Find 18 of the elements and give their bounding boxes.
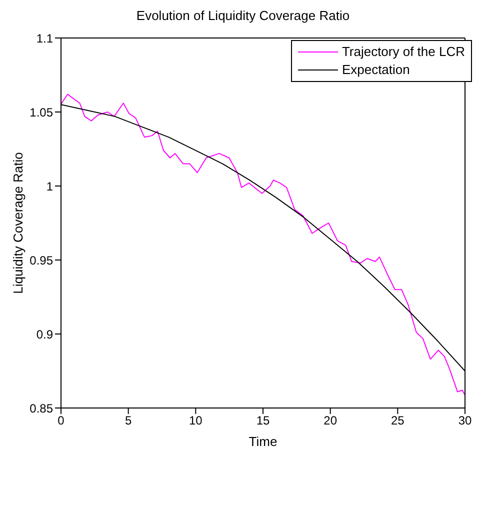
x-tick-label: 5 [124,414,132,428]
x-tick-label: 10 [188,414,203,428]
x-tick-label: 30 [458,414,472,428]
y-tick-label: 1.05 [30,105,54,120]
y-tick-label: 0.85 [30,401,54,416]
legend-label: Expectation [342,61,410,79]
x-tick-label: 25 [390,414,405,428]
y-tick-label: 0.95 [30,253,54,268]
x-tick-label: 0 [58,414,65,428]
y-tick-label: 0.9 [36,327,54,342]
y-tick-label: 1.1 [36,31,54,46]
x-tick-label: 20 [324,414,338,428]
chart-title: Evolution of Liquidity Coverage Ratio [135,8,351,25]
x-axis-title: Time [248,434,278,449]
y-axis-title: Liquidity Coverage Ratio [10,152,26,294]
legend-label: Trajectory of the LCR [342,43,465,61]
x-tick-label: 15 [256,414,270,428]
y-tick-label: 1 [46,179,54,194]
